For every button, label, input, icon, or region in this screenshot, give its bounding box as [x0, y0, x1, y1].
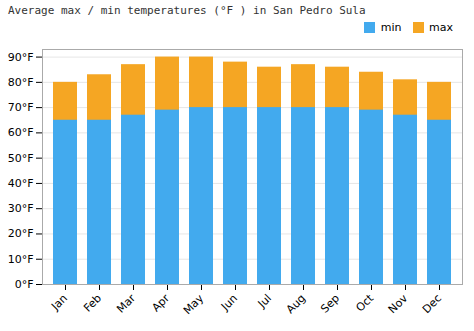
- svg-text:50°F: 50°F: [8, 152, 34, 165]
- svg-text:40°F: 40°F: [8, 177, 34, 190]
- svg-text:Jan: Jan: [48, 292, 70, 314]
- svg-text:Jul: Jul: [255, 292, 274, 311]
- html-text:max: max: [429, 20, 453, 34]
- svg-text:May: May: [181, 291, 207, 317]
- svg-text:20°F: 20°F: [8, 227, 34, 240]
- html-text:min: min: [380, 20, 402, 34]
- svg-text:Sep: Sep: [318, 292, 342, 316]
- svg-text:Nov: Nov: [386, 291, 411, 316]
- svg-text:80°F: 80°F: [8, 76, 34, 89]
- svg-text:10°F: 10°F: [8, 253, 34, 266]
- html-text:Average max / min temperatures: Average max / min temperatures (°F ) in …: [8, 4, 366, 17]
- svg-text:0°F: 0°F: [15, 278, 34, 291]
- svg-text:Aug: Aug: [284, 292, 308, 316]
- svg-text:Mar: Mar: [114, 291, 138, 315]
- svg-text:60°F: 60°F: [8, 126, 34, 139]
- svg-text:90°F: 90°F: [8, 51, 34, 64]
- svg-text:70°F: 70°F: [8, 101, 34, 114]
- svg-text:Feb: Feb: [81, 292, 104, 315]
- svg-text:30°F: 30°F: [8, 202, 34, 215]
- svg-text:Jun: Jun: [218, 292, 240, 314]
- svg-text:Apr: Apr: [149, 291, 172, 314]
- svg-text:Oct: Oct: [353, 291, 376, 314]
- svg-text:Dec: Dec: [420, 292, 444, 316]
